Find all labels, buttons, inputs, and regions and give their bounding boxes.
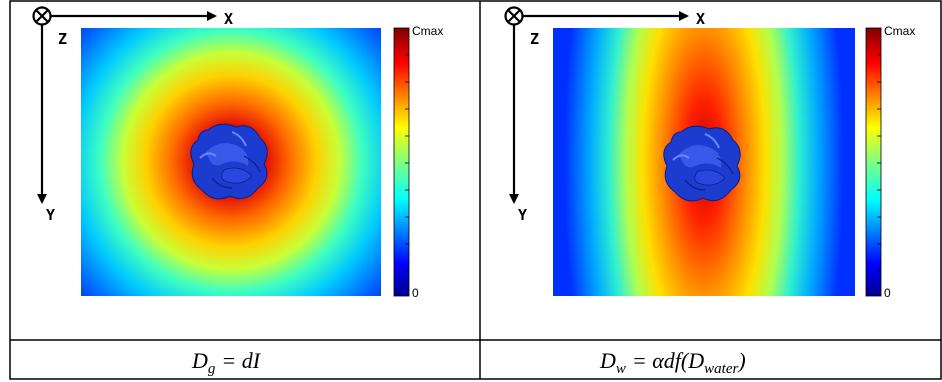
x-axis-label: X xyxy=(696,10,705,28)
y-axis-label: Y xyxy=(46,206,55,224)
z-axis-label: Z xyxy=(530,30,539,48)
colorbar-min-label: 0 xyxy=(412,286,419,300)
panel-right: Cmax 0 X Z Y Dw = αdf(Dwater) xyxy=(504,6,915,377)
caption-left: Dg = dI xyxy=(191,348,262,377)
colorbar xyxy=(393,27,410,297)
axes-indicator xyxy=(32,6,217,204)
colorbar-min-label: 0 xyxy=(884,286,891,300)
panel-left: Cmax 0 X Z Y Dg = dI xyxy=(32,6,443,377)
colorbar-max-label: Cmax xyxy=(884,24,915,38)
axes-indicator xyxy=(504,6,689,204)
colorbar-max-label: Cmax xyxy=(412,24,443,38)
object-blob xyxy=(662,125,742,202)
y-axis-label: Y xyxy=(518,206,527,224)
x-axis-label: X xyxy=(224,10,233,28)
colorbar xyxy=(865,27,882,297)
object-blob xyxy=(189,123,269,200)
table-frame xyxy=(9,0,942,380)
caption-right: Dw = αdf(Dwater) xyxy=(599,348,746,377)
z-axis-label: Z xyxy=(58,30,67,48)
